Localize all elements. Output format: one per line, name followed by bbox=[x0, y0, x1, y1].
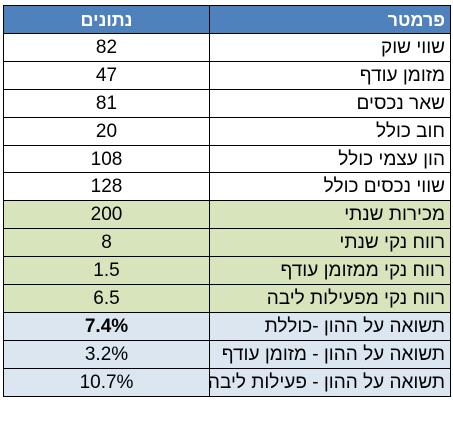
table-row: מזומן עודף 47 bbox=[3, 60, 451, 90]
row-value: 81 bbox=[3, 88, 210, 118]
table-row: מכירות שנתי 200 bbox=[3, 200, 451, 230]
row-label: חוב כולל bbox=[209, 116, 451, 146]
row-value: 10.7% bbox=[3, 367, 210, 397]
row-value: 3.2% bbox=[3, 339, 210, 369]
row-value: 82 bbox=[3, 33, 210, 62]
row-label: תשואה על ההון - פעילות ליבה bbox=[209, 367, 451, 397]
row-label: תשואה על ההון -כוללת bbox=[209, 311, 451, 341]
row-label: רווח נקי שנתי bbox=[209, 228, 451, 258]
header-parameter: פרמטר bbox=[209, 5, 451, 34]
row-label: שווי נכסים כולל bbox=[209, 172, 451, 202]
row-value: 108 bbox=[3, 144, 210, 174]
row-value: 128 bbox=[3, 172, 210, 202]
row-value: 20 bbox=[3, 116, 210, 146]
row-value: 200 bbox=[3, 200, 210, 230]
table-row: תשואה על ההון - מזומן עודף 3.2% bbox=[3, 339, 451, 369]
row-label: מזומן עודף bbox=[209, 60, 451, 90]
table-row: שאר נכסים 81 bbox=[3, 88, 451, 118]
table-row: רווח נקי מפעילות ליבה 6.5 bbox=[3, 284, 451, 313]
table-row: חוב כולל 20 bbox=[3, 116, 451, 146]
table-row: תשואה על ההון - פעילות ליבה 10.7% bbox=[3, 367, 451, 397]
table-row: שווי נכסים כולל 128 bbox=[3, 172, 451, 202]
row-value: 6.5 bbox=[3, 284, 210, 313]
row-label: רווח נקי ממזומן עודף bbox=[209, 256, 451, 286]
row-label: שאר נכסים bbox=[209, 88, 451, 118]
row-value: 7.4% bbox=[3, 311, 210, 341]
row-label: תשואה על ההון - מזומן עודף bbox=[209, 339, 451, 369]
financial-parameters-table: פרמטר נתונים שווי שוק 82 מזומן עודף 47 ש… bbox=[3, 5, 451, 397]
row-label: רווח נקי מפעילות ליבה bbox=[209, 284, 451, 313]
row-value: 47 bbox=[3, 60, 210, 90]
row-value: 1.5 bbox=[3, 256, 210, 286]
row-value: 8 bbox=[3, 228, 210, 258]
row-label: מכירות שנתי bbox=[209, 200, 451, 230]
table-row: תשואה על ההון -כוללת 7.4% bbox=[3, 311, 451, 341]
table-row: רווח נקי שנתי 8 bbox=[3, 228, 451, 258]
header-data: נתונים bbox=[3, 5, 210, 34]
table-row: הון עצמי כולל 108 bbox=[3, 144, 451, 174]
table-row: שווי שוק 82 bbox=[3, 33, 451, 62]
table-row: רווח נקי ממזומן עודף 1.5 bbox=[3, 256, 451, 286]
row-label: הון עצמי כולל bbox=[209, 144, 451, 174]
row-label: שווי שוק bbox=[209, 33, 451, 62]
header-row: פרמטר נתונים bbox=[3, 5, 451, 34]
